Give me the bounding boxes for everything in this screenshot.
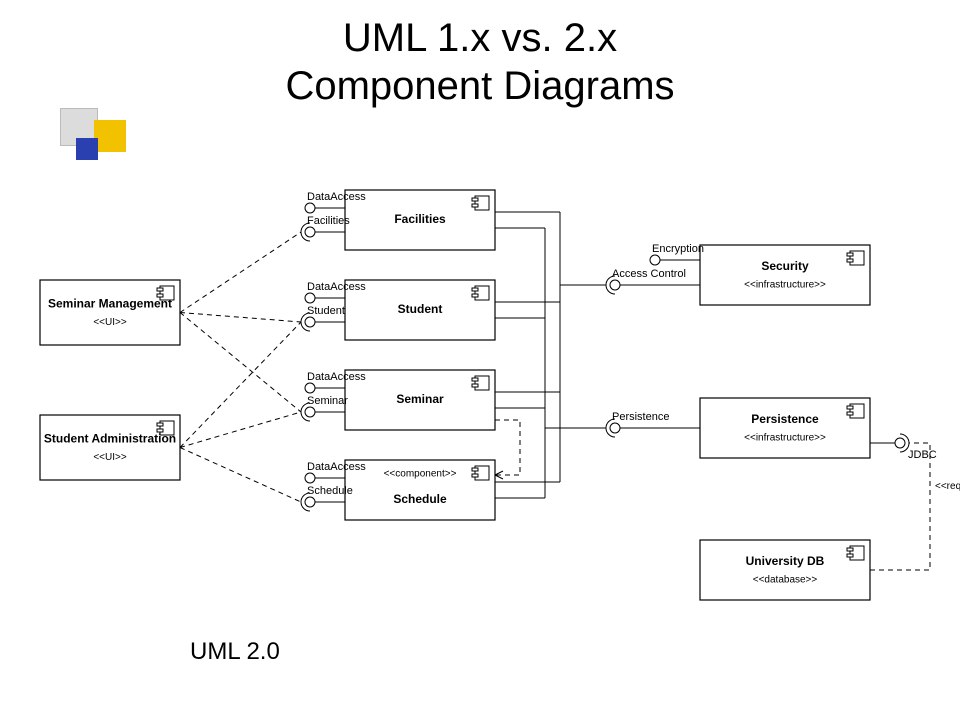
svg-text:Facilities: Facilities (394, 212, 446, 226)
component-universityDB (700, 540, 870, 600)
svg-text:JDBC: JDBC (908, 449, 937, 461)
svg-text:<<database>>: <<database>> (753, 575, 818, 586)
svg-text:Security: Security (761, 259, 809, 273)
slide-title: UML 1.x vs. 2.x Component Diagrams (0, 14, 960, 110)
svg-text:Student: Student (307, 305, 345, 317)
svg-text:Seminar Management: Seminar Management (48, 297, 172, 311)
svg-text:DataAccess: DataAccess (307, 461, 366, 473)
svg-text:University DB: University DB (746, 554, 825, 568)
svg-text:Facilities: Facilities (307, 215, 350, 227)
svg-text:<<UI>>: <<UI>> (93, 317, 127, 328)
svg-text:<<requires>>: <<requires>> (935, 481, 960, 492)
svg-text:Encryption: Encryption (652, 243, 704, 255)
svg-text:Student Administration: Student Administration (44, 432, 176, 446)
title-line2: Component Diagrams (285, 64, 674, 108)
svg-text:Persistence: Persistence (751, 412, 819, 426)
svg-text:Access Control: Access Control (612, 268, 686, 280)
svg-text:Seminar: Seminar (307, 395, 348, 407)
svg-text:DataAccess: DataAccess (307, 281, 366, 293)
svg-text:<<component>>: <<component>> (384, 469, 457, 480)
diagram-caption: UML 2.0 (190, 638, 280, 666)
svg-text:Persistence: Persistence (612, 411, 669, 423)
svg-text:DataAccess: DataAccess (307, 191, 366, 203)
svg-text:<<infrastructure>>: <<infrastructure>> (744, 433, 826, 444)
component-persistence (700, 398, 870, 458)
svg-text:<<UI>>: <<UI>> (93, 452, 127, 463)
svg-text:Schedule: Schedule (393, 492, 447, 506)
svg-text:Seminar: Seminar (396, 392, 444, 406)
svg-text:<<infrastructure>>: <<infrastructure>> (744, 280, 826, 291)
svg-text:DataAccess: DataAccess (307, 371, 366, 383)
title-line1: UML 1.x vs. 2.x (343, 16, 617, 60)
deco-square-yellow (94, 120, 126, 152)
svg-text:Schedule: Schedule (307, 485, 353, 497)
uml-diagram: Seminar Management <<UI>> Student Administ… (0, 150, 960, 670)
svg-text:Student: Student (398, 302, 443, 316)
component-security (700, 245, 870, 305)
